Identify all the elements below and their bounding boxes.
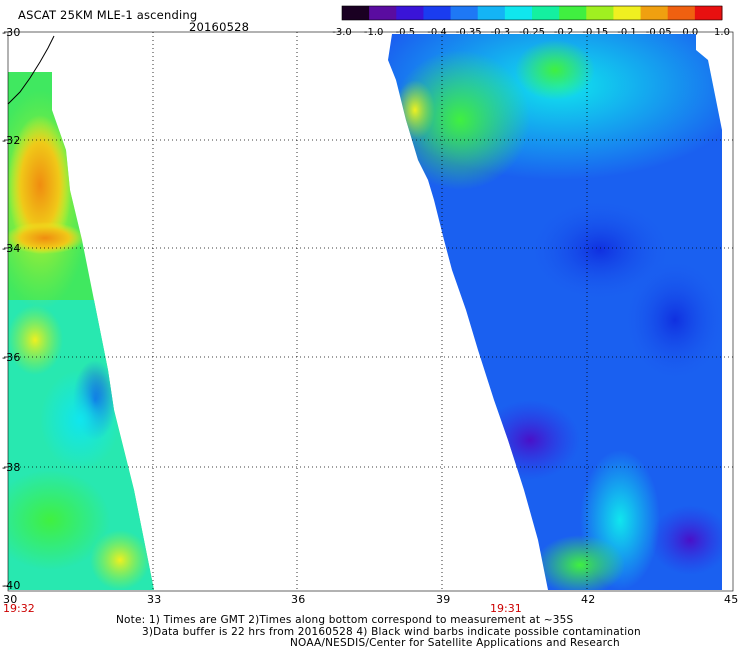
colorbar-swatch (586, 6, 614, 20)
time-label-mid: 19:31 (490, 602, 522, 615)
colorbar-swatch (477, 6, 506, 20)
y-tick-label: -40 (2, 579, 21, 592)
colorbar-tick-label: -0.1 (617, 27, 637, 38)
colorbar-tick-label: -3.0 (332, 27, 352, 38)
x-tick-label: 42 (581, 593, 596, 606)
colorbar-swatch (423, 6, 452, 20)
map-frame (7, 31, 734, 592)
colorbar-tick-label: 1.0 (714, 27, 730, 38)
x-tick-label: 30 (3, 593, 18, 606)
colorbar-tick-label: -0.15 (582, 27, 608, 38)
colorbar-swatch (532, 6, 560, 20)
colorbar-swatch (504, 6, 533, 20)
y-tick-label: -32 (2, 134, 21, 147)
colorbar: -3.0 -1.0 -0.5 -0.4 -0.35 -0.3 -0.25 -0.2 -0.15-… (332, 5, 730, 38)
map-date: 20160528 (189, 20, 250, 34)
x-tick-label: 36 (291, 593, 306, 606)
y-tick-label: -34 (2, 242, 21, 255)
colorbar-tick-label: 0.0 (682, 27, 698, 38)
y-tick-label: -36 (2, 351, 21, 364)
note-line-2: 3)Data buffer is 22 hrs from 20160528 4)… (142, 626, 641, 638)
colorbar-swatch (342, 6, 370, 20)
colorbar-tick-label: -0.25 (519, 27, 545, 38)
colorbar-tick-label: -0.3 (491, 27, 511, 38)
y-tick-label: -38 (2, 461, 21, 474)
colorbar-swatch (396, 6, 424, 20)
colorbar-tick-label: -0.2 (554, 27, 574, 38)
colorbar-tick-label: -0.4 (427, 27, 447, 38)
colorbar-tick-label: -0.05 (646, 27, 672, 38)
lat-lon-grid (8, 32, 733, 591)
colorbar-swatch (613, 6, 642, 20)
colorbar-tick-label: -0.5 (396, 27, 416, 38)
note-line-3: NOAA/NESDIS/Center for Satellite Applica… (290, 637, 620, 649)
colorbar-swatch (369, 6, 397, 20)
colorbar-tick-label: -1.0 (364, 27, 384, 38)
note-line-1: Note: 1) Times are GMT 2)Times along bot… (116, 614, 574, 626)
map-title: ASCAT 25KM MLE-1 ascending (18, 8, 198, 22)
colorbar-swatch (559, 6, 587, 20)
coastline (7, 35, 55, 105)
x-tick-label: 33 (147, 593, 162, 606)
colorbar-swatch (694, 6, 723, 20)
x-tick-label: 39 (436, 593, 451, 606)
left-swath (8, 72, 154, 590)
y-tick-label: -30 (2, 26, 21, 39)
colorbar-swatch (667, 6, 696, 20)
colorbar-swatch (640, 6, 669, 20)
x-tick-label: 45 (724, 593, 739, 606)
time-label-left: 19:32 (3, 602, 35, 615)
colorbar-tick-label: -0.35 (456, 27, 482, 38)
right-swath (388, 34, 722, 590)
colorbar-swatch (450, 6, 479, 20)
